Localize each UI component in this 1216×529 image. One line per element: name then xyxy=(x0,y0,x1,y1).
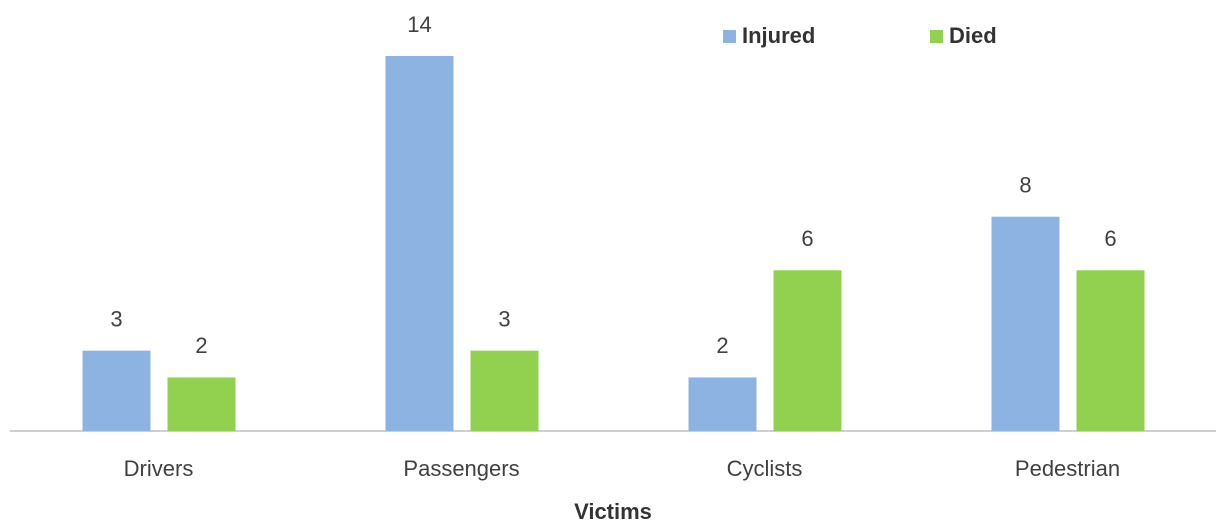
bar xyxy=(688,377,757,431)
bar xyxy=(470,350,539,431)
legend-label: Injured xyxy=(742,23,815,48)
legend-label: Died xyxy=(949,23,997,48)
legend-swatch xyxy=(723,30,736,43)
bar xyxy=(167,377,236,431)
x-tick-label: Drivers xyxy=(124,456,194,481)
data-label: 2 xyxy=(195,333,207,358)
bar xyxy=(773,270,842,431)
data-label: 2 xyxy=(716,333,728,358)
data-label: 14 xyxy=(407,12,431,37)
bar xyxy=(991,216,1060,431)
bar xyxy=(1076,270,1145,431)
data-label: 6 xyxy=(801,226,813,251)
data-label: 6 xyxy=(1104,226,1116,251)
data-label: 3 xyxy=(498,306,510,331)
bar xyxy=(385,56,454,431)
legend-swatch xyxy=(930,30,943,43)
data-label: 3 xyxy=(110,306,122,331)
x-tick-label: Cyclists xyxy=(727,456,803,481)
x-axis-label: Victims xyxy=(574,499,652,524)
data-label: 8 xyxy=(1019,173,1031,198)
x-tick-label: Pedestrian xyxy=(1015,456,1120,481)
x-tick-label: Passengers xyxy=(403,456,519,481)
bar xyxy=(82,350,151,431)
